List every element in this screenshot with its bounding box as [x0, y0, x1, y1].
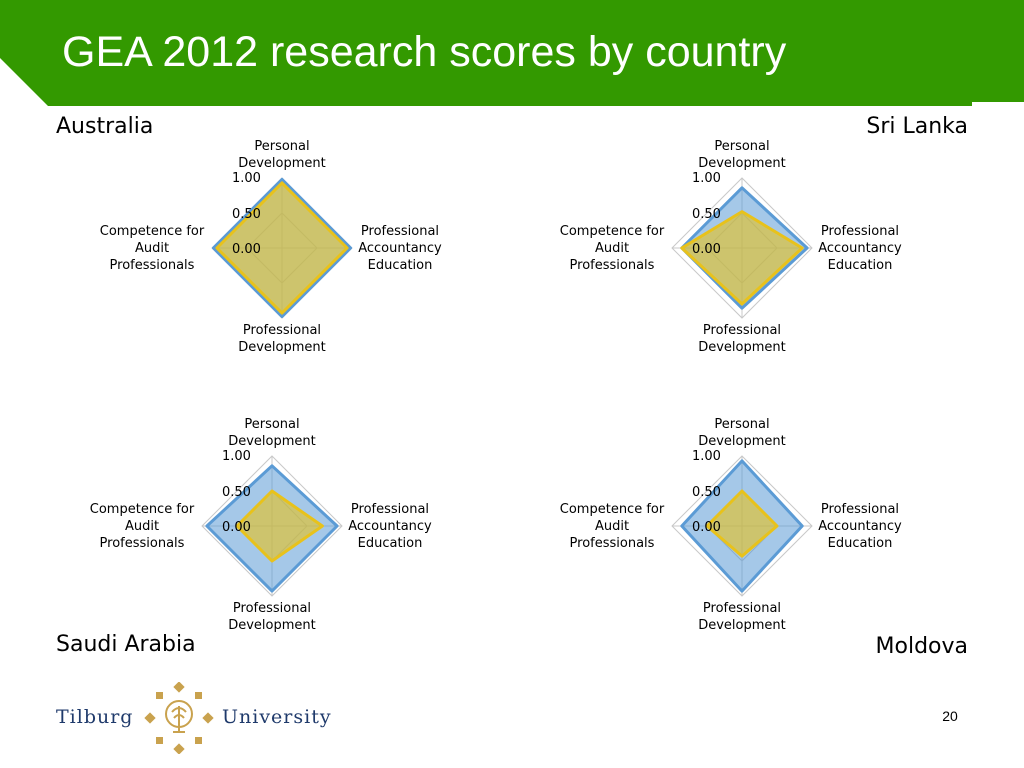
radar-axis-label: Professional Accountancy Education — [348, 502, 432, 551]
radar-axis-label: Personal Development — [238, 139, 326, 171]
country-label-sri-lanka: Sri Lanka — [866, 114, 968, 139]
radar-series-yellow — [680, 210, 804, 306]
radar-tick-label: 0.00 — [222, 520, 251, 535]
radar-tick-label: 0.00 — [692, 242, 721, 257]
radar-axis-label: Competence for Audit Professionals — [560, 502, 665, 551]
tilburg-tree-emblem-icon — [144, 682, 214, 754]
country-label-australia: Australia — [56, 114, 154, 139]
radar-tick-label: 0.50 — [692, 485, 721, 500]
page-title: GEA 2012 research scores by country — [62, 28, 787, 76]
radar-axis-label: Professional Development — [228, 601, 316, 633]
radar-axis-label: Personal Development — [698, 139, 786, 171]
radar-axis-label: Personal Development — [228, 417, 316, 449]
radar-tick-label: 1.00 — [692, 449, 721, 464]
radar-series-yellow — [235, 489, 324, 563]
radar-axis-label: Professional Accountancy Education — [818, 502, 902, 551]
country-label-moldova: Moldova — [875, 634, 968, 659]
radar-tick-label: 0.00 — [232, 242, 261, 257]
radar-tick-label: 1.00 — [222, 449, 251, 464]
radar-tick-label: 0.50 — [222, 485, 251, 500]
radar-chart-moldova: 1.00 0.50 0.00 Personal Development Professio… — [560, 417, 902, 633]
header-bar: GEA 2012 research scores by country — [0, 0, 1024, 106]
radar-axis-label: Professional Accountancy Education — [818, 224, 902, 273]
radar-tick-label: 0.50 — [692, 207, 721, 222]
radar-chart-saudi-arabia: 1.00 0.50 0.00 Personal Development Professio… — [90, 417, 432, 633]
radar-tick-label: 0.50 — [232, 207, 261, 222]
radar-tick-label: 1.00 — [232, 171, 261, 186]
radar-axis-label: Professional Development — [238, 323, 326, 355]
radar-axis-label: Competence for Audit Professionals — [90, 502, 195, 551]
logo-text-tilburg: Tilburg — [56, 706, 134, 728]
radar-chart-australia: 1.00 0.50 0.00 Personal Development Professio… — [100, 139, 442, 355]
radar-tick-label: 0.00 — [692, 520, 721, 535]
radar-series-yellow — [215, 181, 349, 315]
radar-axis-label: Competence for Audit Professionals — [100, 224, 205, 273]
country-label-saudi-arabia: Saudi Arabia — [56, 632, 196, 657]
radar-axis-label: Professional Development — [698, 323, 786, 355]
page-number: 20 — [942, 708, 958, 724]
logo-text-university: University — [222, 706, 332, 728]
radar-axis-label: Professional Development — [698, 601, 786, 633]
header-background — [0, 0, 1024, 106]
radar-axis-label: Professional Accountancy Education — [358, 224, 442, 273]
radar-chart-sri-lanka: 1.00 0.50 0.00 Personal Development Professio… — [560, 139, 902, 355]
tilburg-university-logo: Tilburg University — [56, 682, 346, 754]
radar-axis-label: Competence for Audit Professionals — [560, 224, 665, 273]
radar-tick-label: 1.00 — [692, 171, 721, 186]
radar-axis-label: Personal Development — [698, 417, 786, 449]
radar-series-yellow — [705, 489, 779, 558]
